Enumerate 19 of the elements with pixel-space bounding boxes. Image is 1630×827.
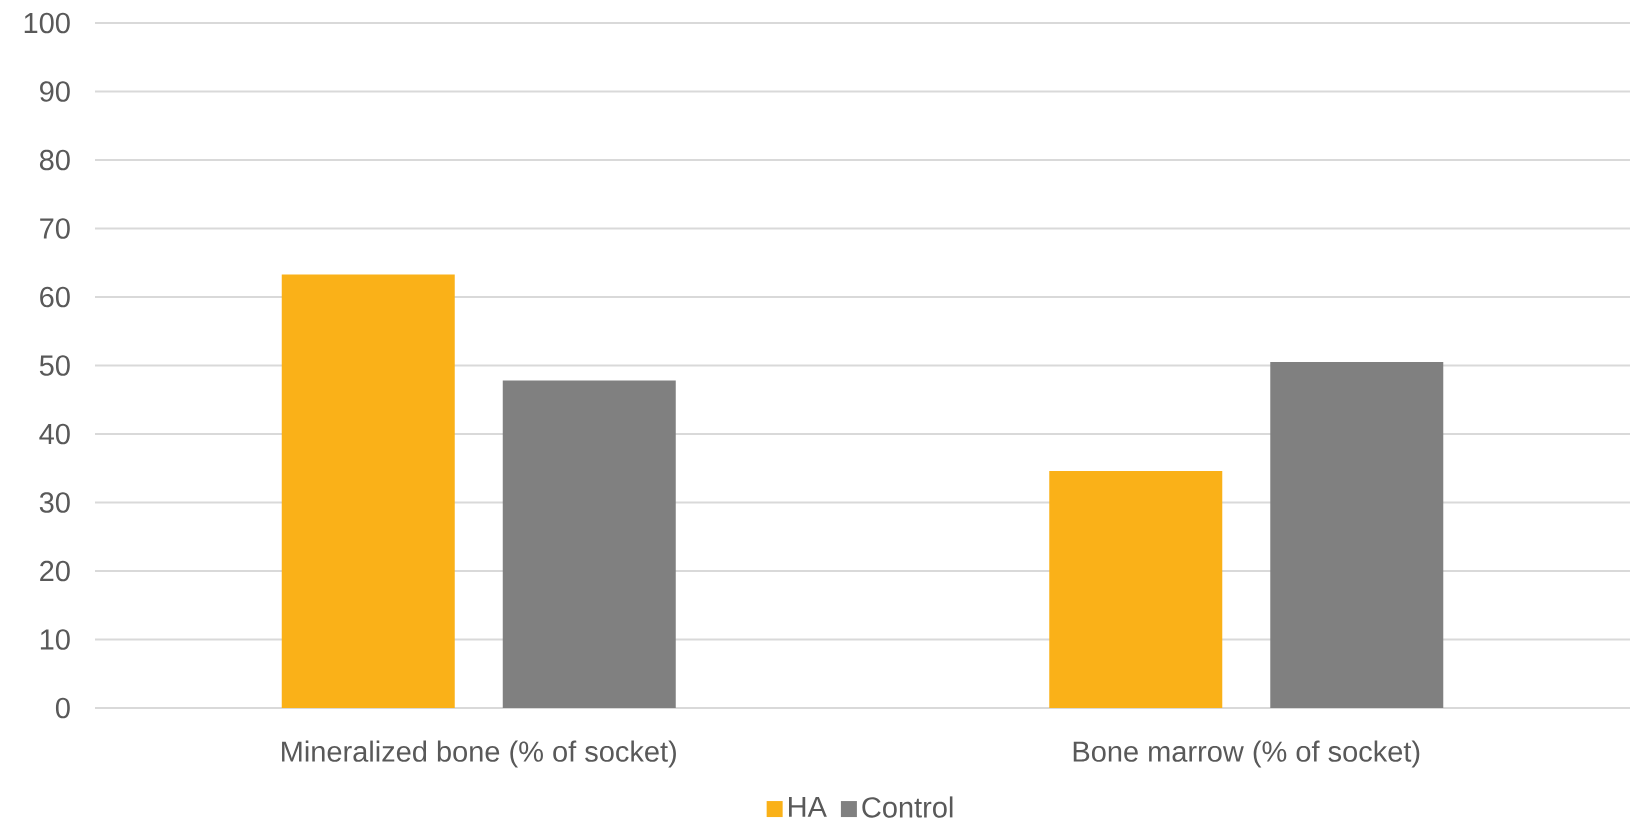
y-tick-label: 80 bbox=[39, 149, 70, 171]
x-tick-label: Bone marrow (% of socket) bbox=[1073, 740, 1420, 768]
legend-label: HA bbox=[789, 796, 827, 817]
y-tick-label: 20 bbox=[40, 560, 70, 582]
bar bbox=[1049, 470, 1223, 708]
bar bbox=[502, 380, 676, 708]
y-tick-label: 60 bbox=[40, 286, 70, 308]
y-tick-label: 100 bbox=[24, 12, 70, 34]
y-tick-label: 50 bbox=[39, 355, 70, 376]
x-tick-label: Mineralized bone (% of socket) bbox=[282, 740, 676, 768]
y-tick-label: 40 bbox=[39, 423, 70, 445]
y-tick-label: 30 bbox=[39, 492, 70, 513]
y-tick-label: 10 bbox=[40, 629, 70, 650]
legend-label: Control bbox=[862, 796, 953, 818]
bar bbox=[1270, 362, 1444, 708]
y-tick-label: 0 bbox=[55, 697, 70, 719]
bar bbox=[281, 274, 455, 708]
y-tick-label: 70 bbox=[40, 218, 70, 239]
y-tick-label: 90 bbox=[40, 81, 70, 102]
